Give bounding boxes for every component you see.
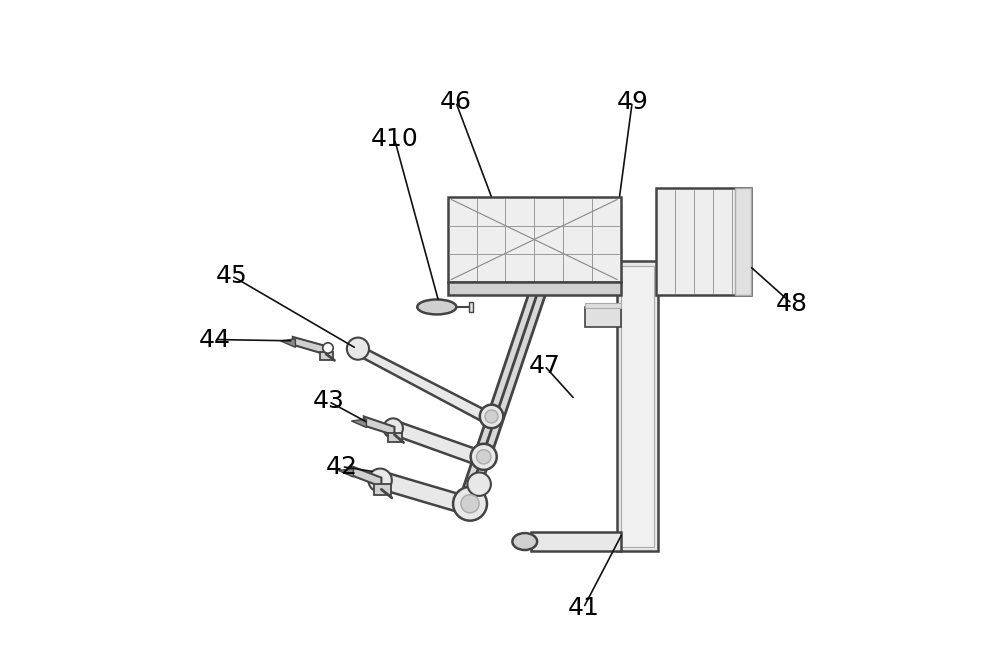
Text: 45: 45 (216, 264, 247, 288)
Bar (585, 303, 621, 308)
Text: 43: 43 (313, 389, 345, 413)
Bar (735, 187, 751, 295)
Circle shape (485, 410, 498, 423)
Bar (617, 261, 658, 551)
Circle shape (453, 486, 487, 520)
Bar (621, 266, 654, 547)
Bar (320, 352, 333, 360)
Polygon shape (394, 421, 476, 465)
Circle shape (461, 494, 479, 513)
Polygon shape (364, 417, 394, 436)
Polygon shape (293, 337, 326, 355)
Bar (374, 484, 391, 494)
Text: 44: 44 (199, 328, 231, 351)
Ellipse shape (512, 533, 537, 550)
Bar (469, 302, 473, 312)
Polygon shape (338, 469, 353, 477)
Circle shape (477, 450, 491, 464)
Polygon shape (351, 466, 381, 486)
Polygon shape (351, 419, 366, 428)
Text: 49: 49 (616, 89, 648, 114)
Bar (388, 434, 402, 443)
Bar (448, 197, 621, 282)
Bar (656, 187, 751, 295)
Circle shape (383, 419, 403, 438)
Circle shape (467, 473, 491, 496)
Circle shape (323, 343, 333, 353)
Circle shape (368, 469, 392, 492)
Polygon shape (280, 339, 295, 347)
Polygon shape (355, 343, 485, 423)
Ellipse shape (417, 300, 456, 315)
Bar (585, 307, 621, 326)
Text: 410: 410 (371, 127, 418, 151)
Bar (534, 534, 618, 549)
Polygon shape (456, 294, 546, 510)
Text: 41: 41 (567, 596, 599, 620)
Text: 42: 42 (326, 454, 358, 479)
Text: 48: 48 (776, 292, 808, 315)
Polygon shape (381, 471, 461, 513)
Bar (448, 282, 621, 295)
Circle shape (480, 405, 503, 428)
Circle shape (347, 338, 369, 360)
Circle shape (471, 444, 497, 470)
Text: 46: 46 (440, 89, 472, 114)
Bar (531, 532, 621, 551)
Text: 47: 47 (528, 353, 560, 377)
